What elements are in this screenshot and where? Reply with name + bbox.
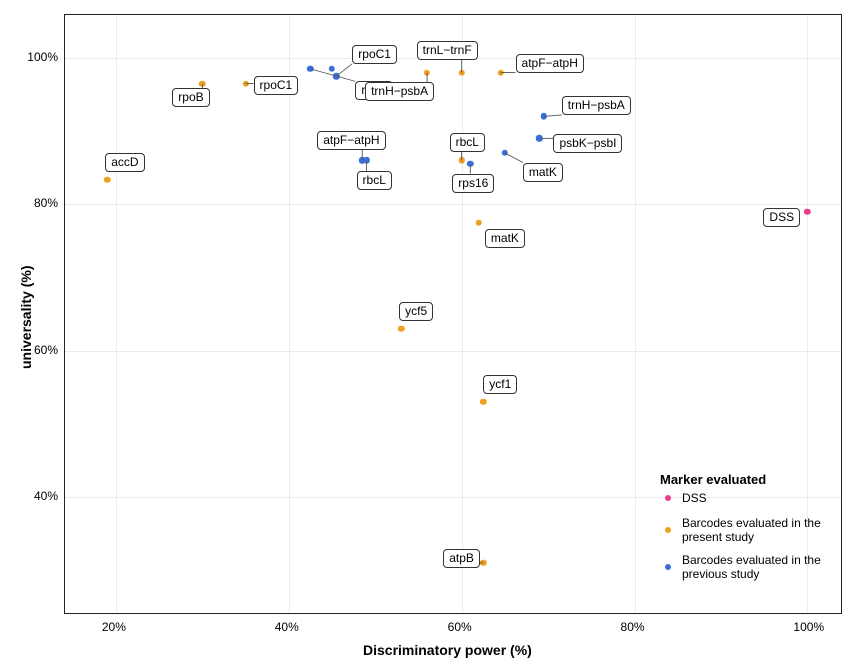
x-axis-title: Discriminatory power (%)	[363, 642, 532, 658]
y-tick-label: 100%	[27, 50, 58, 64]
x-tick-label: 40%	[275, 620, 299, 634]
y-tick-label: 40%	[34, 489, 58, 503]
x-tick-label: 100%	[793, 620, 824, 634]
x-tick-label: 80%	[621, 620, 645, 634]
y-tick-label: 60%	[34, 343, 58, 357]
x-tick-label: 20%	[102, 620, 126, 634]
y-tick-label: 80%	[34, 196, 58, 210]
panel-border	[64, 14, 842, 614]
scatter-chart: accDrpoBrpoC1rpoBrpoC1atpF−atpHrbcLtrnH−…	[0, 0, 852, 664]
y-axis-title: universality (%)	[18, 266, 34, 369]
x-tick-label: 60%	[448, 620, 472, 634]
